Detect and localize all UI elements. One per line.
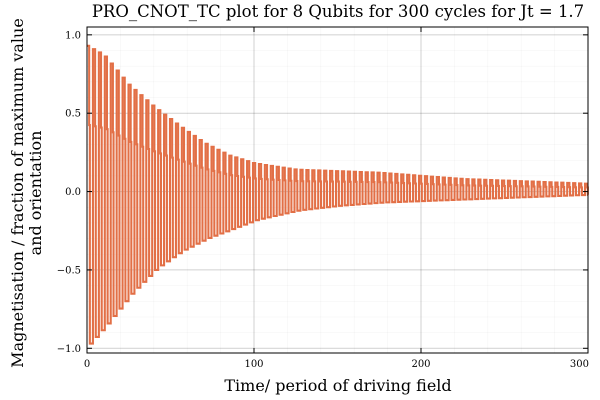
x-tick-label: 100 — [244, 359, 263, 370]
y-tick-label: −0.5 — [57, 265, 81, 276]
axis-ticks — [86, 27, 589, 353]
x-axis-label: Time/ period of driving field — [224, 376, 451, 395]
y-tick-label: −1.0 — [57, 344, 81, 355]
y-tick-label: 0.5 — [65, 109, 81, 120]
y-tick-label: 0.0 — [65, 187, 81, 198]
y-tick-label: 1.0 — [65, 30, 81, 41]
x-tick-label: 200 — [411, 359, 430, 370]
x-tick-label: 0 — [84, 359, 90, 370]
y-axis-label-line1: Magnetisation / fraction of maximum valu… — [8, 18, 27, 368]
series-line — [87, 44, 589, 345]
tick-labels: 0 100 200 300 −1.0 −0.5 0.0 0.5 1.0 — [57, 30, 589, 370]
x-tick-label: 300 — [570, 359, 589, 370]
chart-title: PRO_CNOT_TC plot for 8 Qubits for 300 cy… — [92, 2, 584, 21]
series-layer — [87, 44, 589, 345]
minor-grid — [86, 27, 589, 353]
y-axis-label-line2: and orientation — [26, 131, 45, 256]
plot-frame — [86, 26, 589, 354]
